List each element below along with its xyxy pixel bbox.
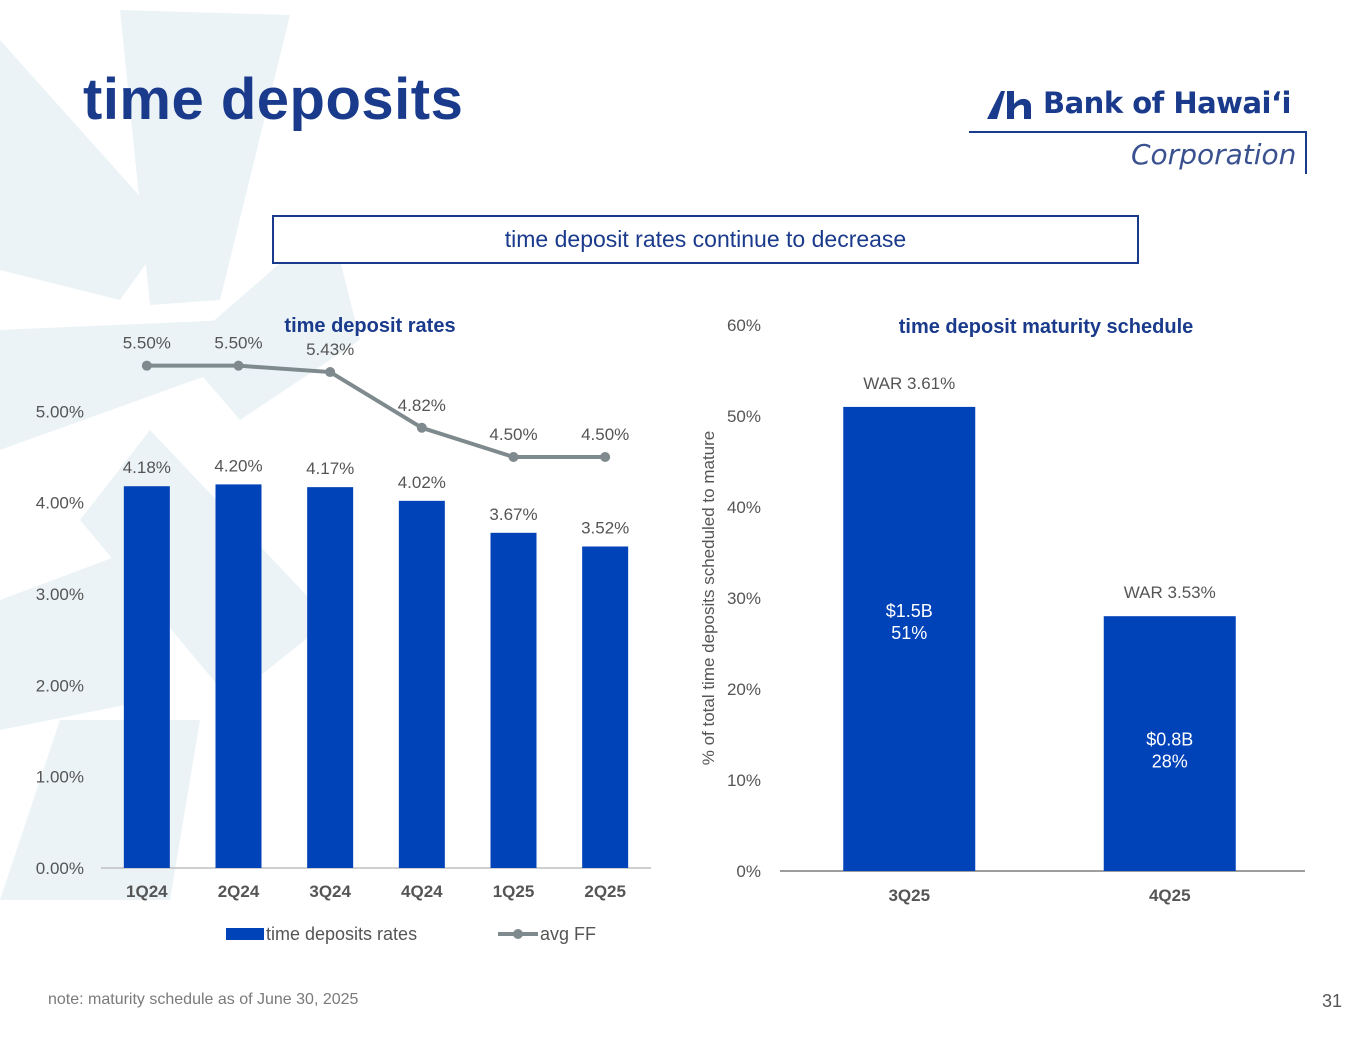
chart1-legend-bar-label: time deposits rates	[266, 924, 417, 944]
chart1-xtick-label: 4Q24	[401, 882, 443, 901]
chart2-war-label: WAR 3.53%	[1124, 583, 1216, 602]
chart1-bar	[582, 546, 629, 868]
footnote: note: maturity schedule as of June 30, 2…	[48, 991, 359, 1008]
chart1-avgff-label: 5.43%	[306, 340, 354, 359]
chart1-avgff-line	[146, 363, 606, 459]
chart1-bar-label: 3.52%	[581, 519, 629, 538]
chart1-legend-line-label: avg FF	[540, 924, 596, 944]
chart1-bar-label: 4.18%	[123, 458, 171, 477]
chart1-bar	[490, 532, 537, 868]
chart1-ytick-label: 3.00%	[36, 585, 84, 604]
chart1-avgff-point	[233, 360, 244, 371]
chart1-legend-bar-swatch	[226, 928, 264, 940]
chart1-xtick-label: 2Q25	[584, 882, 626, 901]
chart2-bar	[843, 406, 976, 871]
chart2-ytick-label: 50%	[727, 407, 761, 426]
chart1-avgff-label: 5.50%	[123, 334, 171, 353]
chart1-xtick-label: 1Q24	[126, 882, 168, 901]
chart2-bar-percent-label: 51%	[891, 623, 927, 643]
chart1-ytick-label: 1.00%	[36, 768, 84, 787]
chart1-xtick-label: 2Q24	[218, 882, 260, 901]
chart2-bar	[1103, 616, 1236, 871]
chart1-avgff-point	[508, 452, 519, 462]
chart1-bar-label: 3.67%	[489, 505, 537, 524]
logo-vertical-divider	[1305, 132, 1307, 174]
chart1-bar	[123, 486, 170, 868]
chart2-xtick-label: 3Q25	[888, 886, 930, 905]
chart2-ytick-label: 60%	[727, 316, 761, 335]
chart2-war-label: WAR 3.61%	[863, 374, 955, 393]
chart2-ytick-label: 0%	[736, 862, 761, 881]
chart1-avgff-label: 4.50%	[581, 425, 629, 444]
bank-logo: Bank of Hawaiʻi Corporation	[965, 80, 1310, 180]
chart1-xtick-label: 1Q25	[493, 882, 535, 901]
chart1-ytick-label: 2.00%	[36, 676, 84, 695]
chart1-avgff-point	[600, 452, 611, 462]
chart2-title: time deposit maturity schedule	[899, 316, 1194, 338]
chart2-y-axis-label: % of total time deposits scheduled to ma…	[699, 431, 718, 766]
chart1-bar	[398, 500, 445, 868]
chart1-avgff-label: 4.82%	[398, 396, 446, 415]
chart1-ytick-label: 5.00%	[36, 402, 84, 421]
chart1-bar-label: 4.20%	[214, 456, 262, 475]
chart1-bar-label: 4.17%	[306, 459, 354, 478]
chart1-ytick-label: 0.00%	[36, 859, 84, 878]
page-number: 31	[1322, 991, 1343, 1011]
bank-logo-icon	[987, 91, 1031, 119]
chart1-ytick-label: 4.00%	[36, 494, 84, 513]
callout-box: time deposit rates continue to decrease	[272, 215, 1139, 264]
chart2-bar-amount-label: $1.5B	[886, 601, 933, 621]
chart1-avgff-point	[325, 367, 336, 378]
chart1-avgff-point	[416, 422, 427, 433]
bank-logo-name: Bank of Hawaiʻi	[1043, 86, 1291, 120]
logo-divider	[969, 131, 1307, 133]
chart1-bar-label: 4.02%	[398, 473, 446, 492]
chart2-bar-amount-label: $0.8B	[1146, 730, 1193, 750]
chart1-avgff-label: 4.50%	[489, 425, 537, 444]
chart1-avgff-label: 5.50%	[214, 334, 262, 353]
chart1-bar	[307, 487, 354, 868]
chart2-bar-percent-label: 28%	[1152, 752, 1188, 772]
page-title: time deposits	[83, 67, 464, 132]
chart1-bar	[215, 484, 262, 868]
chart2-ytick-label: 30%	[727, 589, 761, 608]
chart1-xtick-label: 3Q24	[309, 882, 351, 901]
chart2-ytick-label: 40%	[727, 498, 761, 517]
chart2-ytick-label: 20%	[727, 680, 761, 699]
chart1-title: time deposit rates	[284, 315, 455, 337]
chart2-xtick-label: 4Q25	[1149, 886, 1191, 905]
bank-logo-subtitle: Corporation	[1131, 138, 1297, 171]
chart1-avgff-point	[141, 360, 152, 371]
chart1-legend-line-marker	[513, 929, 523, 939]
chart2-ytick-label: 10%	[727, 771, 761, 790]
